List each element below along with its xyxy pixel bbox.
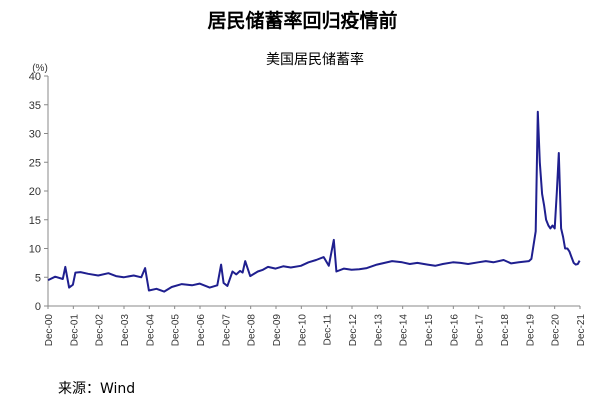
x-tick-label: Dec-06: [196, 314, 207, 347]
x-tick-label: Dec-03: [120, 314, 131, 347]
x-tick-label: Dec-07: [221, 314, 232, 347]
chart-subtitle: 美国居民储蓄率: [266, 51, 364, 68]
y-tick-label: 40: [29, 71, 41, 83]
x-tick-label: Dec-12: [348, 314, 359, 347]
x-tick-label: Dec-15: [424, 314, 435, 347]
x-tick-label: Dec-18: [500, 314, 511, 347]
y-tick-label: 25: [29, 157, 41, 169]
x-tick-label: Dec-00: [44, 314, 55, 347]
page-title: 居民储蓄率回归疫情前: [207, 10, 398, 32]
x-tick-label: Dec-05: [171, 314, 182, 347]
y-tick-label: 20: [29, 186, 41, 198]
x-tick-label: Dec-01: [69, 314, 80, 347]
x-tick-label: Dec-09: [272, 314, 283, 347]
x-tick-label: Dec-10: [297, 314, 308, 347]
y-tick-label: 10: [29, 244, 41, 256]
x-tick-label: Dec-02: [95, 314, 106, 347]
x-tick-label: Dec-14: [399, 314, 410, 347]
x-tick-label: Dec-11: [323, 314, 334, 346]
x-tick-label: Dec-08: [247, 314, 258, 347]
x-tick-label: Dec-20: [551, 314, 562, 347]
y-tick-label: 15: [29, 215, 41, 227]
source-note: 来源：Wind: [58, 381, 136, 397]
y-tick-label: 5: [35, 272, 41, 284]
x-tick-label: Dec-13: [373, 314, 384, 347]
x-tick-label: Dec-19: [525, 314, 536, 347]
x-tick-label: Dec-16: [449, 314, 460, 347]
x-tick-label: Dec-04: [145, 314, 156, 347]
y-tick-label: 30: [29, 129, 41, 141]
series-line-savings-rate: [47, 110, 581, 293]
y-tick-label: 35: [29, 100, 41, 112]
y-axis-ticks: 0 5 10 15 20 25 30 35 40: [29, 71, 48, 313]
y-tick-label: 0: [35, 301, 41, 313]
x-axis-ticks: Dec-00 Dec-01 Dec-02 Dec-03 Dec-04 Dec-05 Dec-…: [44, 306, 587, 346]
x-tick-label: Dec-21: [576, 314, 587, 347]
y-unit-label: (%): [32, 63, 48, 74]
x-tick-label: Dec-17: [475, 314, 486, 347]
